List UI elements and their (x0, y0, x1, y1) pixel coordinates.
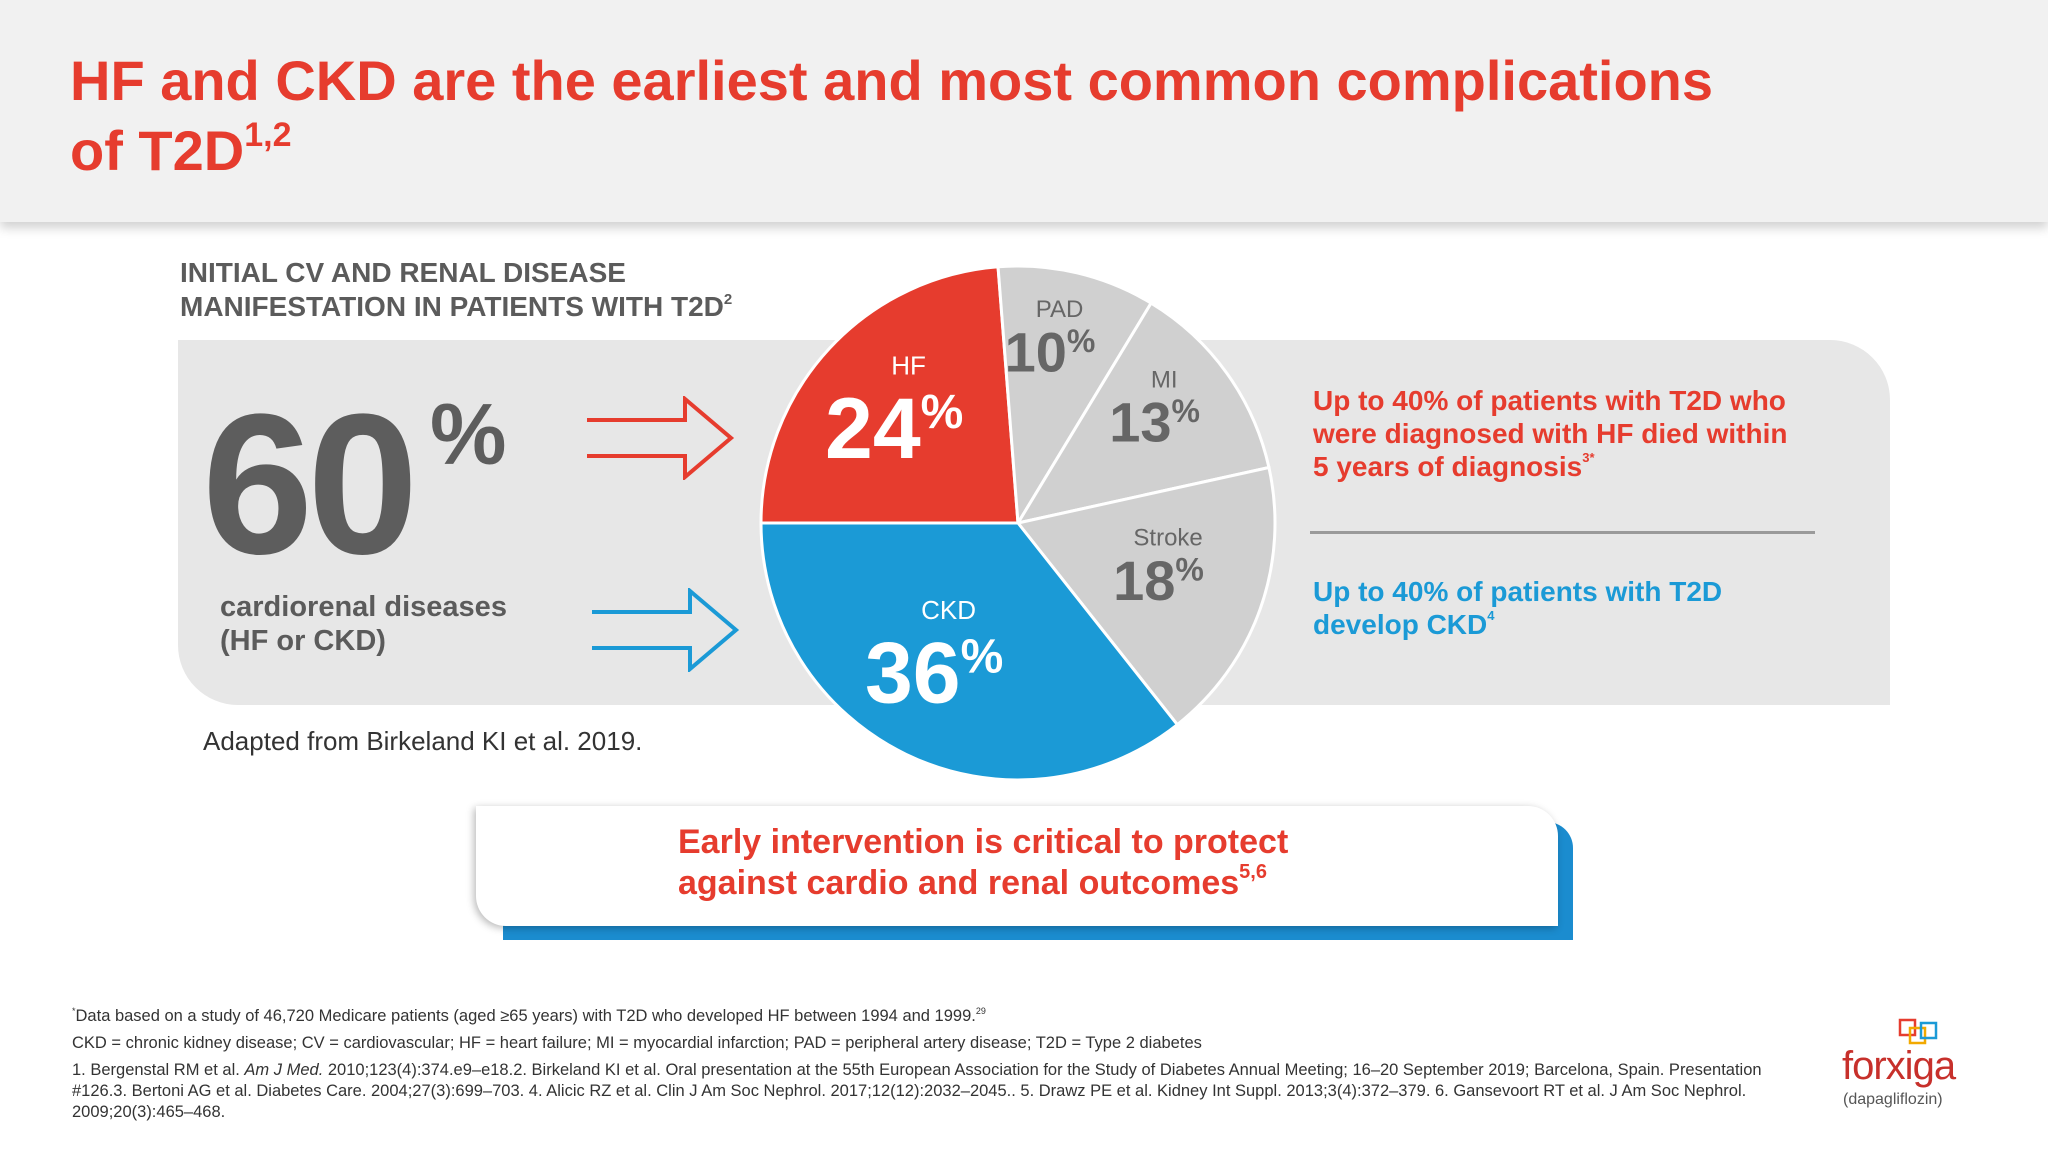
brand-name: forxiga (1842, 1044, 1956, 1088)
ckd-note-line-1: Up to 40% of patients with T2D (1313, 576, 1723, 607)
callout-text: Early intervention is critical to protec… (678, 822, 1288, 904)
cardiorenal-percent-sign: % (430, 387, 507, 483)
footnote-references: 1. Bergenstal RM et al. Am J Med. 2010;1… (72, 1060, 1792, 1123)
footnote-study: *Data based on a study of 46,720 Medicar… (72, 1006, 1792, 1027)
page-title: HF and CKD are the earliest and most com… (70, 46, 1713, 186)
ckd-note-line-2: develop CKD (1313, 609, 1488, 640)
subtitle-line-2: MANIFESTATION IN PATIENTS WITH T2D (180, 291, 724, 322)
cardiorenal-percentage: 60 (202, 373, 418, 596)
pie-slice-hf (759, 265, 1020, 525)
subtitle-line-1: INITIAL CV AND RENAL DISEASE (180, 257, 626, 288)
pie-slice-stroke (1015, 465, 1277, 727)
blue-arrow-icon (592, 588, 740, 672)
callout-line-2: against cardio and renal outcomes (678, 864, 1240, 902)
pie-slice-mi (1014, 301, 1271, 526)
pie-label-hf: HF (891, 350, 926, 380)
pie-slice-pad (996, 264, 1154, 528)
title-line-2: of T2D (70, 119, 245, 182)
ckd-prevalence-note: Up to 40% of patients with T2D develop C… (1313, 575, 1722, 641)
references-journal: Am J Med. (244, 1061, 324, 1079)
red-arrow-icon (587, 396, 735, 480)
hf-note-superscript: 3* (1582, 450, 1595, 465)
callout-box (476, 806, 1558, 926)
subtitle-superscript: 2 (723, 291, 733, 308)
pie-slice-ckd (759, 521, 1180, 782)
callout-line-1: Early intervention is critical to protec… (678, 823, 1289, 861)
pie-label-stroke: Stroke (1133, 525, 1202, 552)
footnote-abbreviations: CKD = chronic kidney disease; CV = cardi… (72, 1034, 1202, 1052)
cardiorenal-label: cardiorenal diseases (HF or CKD) (220, 590, 507, 658)
references-part-a: 1. Bergenstal RM et al. (72, 1061, 245, 1079)
callout-superscript: 5,6 (1239, 861, 1267, 883)
source-note: Adapted from Birkeland KI et al. 2019. (203, 726, 643, 756)
cardiorenal-label-line-2: (HF or CKD) (220, 625, 386, 657)
hf-mortality-note: Up to 40% of patients with T2D who were … (1313, 384, 1787, 483)
hf-note-line-1: Up to 40% of patients with T2D who (1313, 385, 1786, 416)
pie-label-pad: PAD (1036, 296, 1084, 323)
cardiorenal-label-line-1: cardiorenal diseases (220, 591, 507, 623)
references-part-b: 2010;123(4):374.e9–e18.2. Birkeland KI e… (72, 1061, 1762, 1121)
pie-label-mi: MI (1151, 366, 1178, 393)
ckd-note-superscript: 4 (1487, 608, 1495, 623)
notes-divider (1310, 531, 1815, 534)
hf-note-line-3: 5 years of diagnosis (1313, 451, 1583, 482)
footnote-study-sup: 29 (975, 1006, 986, 1016)
header-bar (0, 0, 2048, 222)
chart-subtitle: INITIAL CV AND RENAL DISEASE MANIFESTATI… (180, 256, 732, 324)
right-gray-panel (1185, 340, 1890, 705)
generic-name: (dapagliflozin) (1843, 1091, 1943, 1108)
footnote-study-text: Data based on a study of 46,720 Medicare… (75, 1007, 976, 1025)
title-superscript: 1,2 (244, 116, 292, 154)
title-line-1: HF and CKD are the earliest and most com… (70, 49, 1714, 112)
footnote-star: * (72, 1006, 76, 1016)
forxiga-logo-icon (1898, 1018, 1938, 1045)
footnotes: *Data based on a study of 46,720 Medicar… (72, 1006, 1792, 1129)
hf-note-line-2: were diagnosed with HF died within (1313, 418, 1788, 449)
pie-label-ckd: CKD (921, 595, 976, 625)
